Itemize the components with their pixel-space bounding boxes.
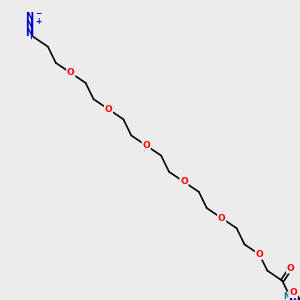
Text: O: O	[180, 177, 188, 186]
Text: N: N	[26, 28, 34, 38]
Text: O: O	[287, 264, 295, 273]
Text: O: O	[142, 141, 150, 150]
Text: O: O	[67, 68, 75, 77]
Text: N: N	[26, 20, 34, 30]
Text: +: +	[35, 17, 41, 26]
Text: O: O	[256, 250, 263, 259]
Text: NH: NH	[283, 292, 297, 300]
Text: N: N	[26, 11, 34, 22]
Text: O: O	[105, 105, 112, 114]
Text: −: −	[35, 9, 41, 18]
Text: O: O	[218, 214, 226, 223]
Text: O: O	[289, 288, 297, 297]
Text: N: N	[288, 298, 296, 300]
